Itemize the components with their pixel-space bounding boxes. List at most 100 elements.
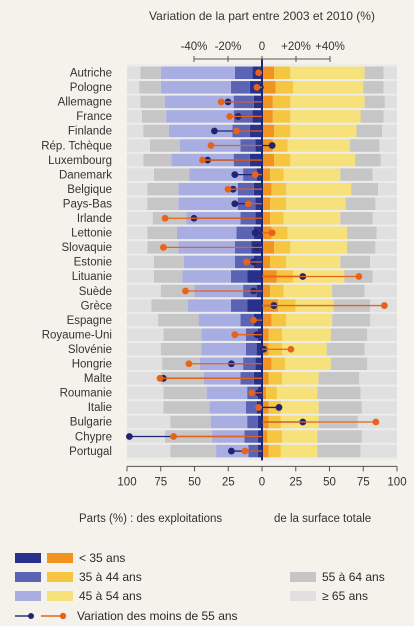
bar-area-55to64 xyxy=(340,168,373,181)
country-label: Rép. Tchèque xyxy=(41,140,112,152)
bar-area-55to64 xyxy=(318,372,360,385)
bar-area-35to44 xyxy=(272,110,291,123)
bar-farms-45to54 xyxy=(168,124,233,138)
legend-label-35to44: 35 à 44 ans xyxy=(79,570,142,584)
bar-farms-55to64 xyxy=(162,357,200,371)
bar-area-35to44 xyxy=(266,386,277,400)
bar-area-55to64 xyxy=(345,197,376,210)
bar-area-35to44 xyxy=(274,153,291,167)
bar-farms-45to54 xyxy=(183,255,235,269)
bar-area-35to44 xyxy=(270,212,284,225)
bar-area-35to44 xyxy=(268,444,281,458)
bar-area-ge65 xyxy=(372,168,397,181)
country-label: Royaume-Uni xyxy=(42,329,112,341)
bar-area-45to54 xyxy=(286,197,346,210)
bar-farms-ge65 xyxy=(127,357,163,371)
country-label: Bulgarie xyxy=(70,417,112,429)
bar-farms-55to64 xyxy=(147,226,177,240)
bar-farms-35to44 xyxy=(240,313,254,327)
bar-farms-35to44 xyxy=(230,81,250,94)
bar-farms-55to64 xyxy=(163,386,207,400)
variation-point-area xyxy=(248,389,256,397)
variation-point-farms xyxy=(231,171,239,179)
bar-area-55to64 xyxy=(317,444,361,458)
bar-area-45to54 xyxy=(290,241,348,254)
country-label: Italie xyxy=(88,402,112,414)
country-label: Pays-Bas xyxy=(63,198,112,210)
bar-area-45to54 xyxy=(290,110,361,123)
variation-point-area xyxy=(355,273,363,280)
bar-farms-ge65 xyxy=(127,182,148,196)
country-label: Estonie xyxy=(74,257,112,269)
variation-point-area xyxy=(245,200,252,208)
bar-area-35to44 xyxy=(268,372,283,385)
country-label: Luxembourg xyxy=(48,155,112,167)
bar-area-35to44 xyxy=(271,226,288,240)
bar-farms-45to54 xyxy=(160,66,235,80)
bar-area-35to44 xyxy=(270,284,284,298)
bar-farms-55to64 xyxy=(151,299,188,312)
bar-area-55to64 xyxy=(317,430,362,443)
bar-area-45to54 xyxy=(283,212,341,225)
bar-farms-ge65 xyxy=(127,444,171,458)
bar-area-55to64 xyxy=(340,212,373,225)
bar-farms-ge65 xyxy=(127,386,164,400)
variation-point-area xyxy=(207,142,215,149)
bar-area-45to54 xyxy=(286,313,333,327)
country-label: Hongrie xyxy=(72,359,112,371)
bar-area-35to44 xyxy=(270,255,287,269)
bar-farms-ge65 xyxy=(127,372,161,385)
bottom-tick-label: 50 xyxy=(323,476,336,488)
bar-area-lt35 xyxy=(262,386,267,400)
bar-area-35to44 xyxy=(272,95,291,109)
bar-area-55to64 xyxy=(347,226,377,240)
legend-lt35: < 35 ans xyxy=(15,551,125,565)
top-tick-label: -40% xyxy=(181,41,208,53)
bar-farms-lt35 xyxy=(257,415,262,429)
country-label: Portugal xyxy=(69,446,112,458)
bar-area-lt35 xyxy=(262,284,271,298)
bar-farms-45to54 xyxy=(206,386,248,400)
bar-area-ge65 xyxy=(376,226,397,240)
bar-area-35to44 xyxy=(274,66,291,80)
bar-area-35to44 xyxy=(270,197,287,210)
bar-area-35to44 xyxy=(274,241,291,254)
bar-area-lt35 xyxy=(262,212,271,225)
bar-area-35to44 xyxy=(272,139,288,152)
country-label: Finlande xyxy=(68,126,112,138)
country-label: Autriche xyxy=(70,68,112,80)
bar-farms-ge65 xyxy=(127,313,159,327)
bar-farms-45to54 xyxy=(201,342,246,356)
bar-area-ge65 xyxy=(372,212,397,225)
country-label: Lettonie xyxy=(71,228,112,240)
bar-area-45to54 xyxy=(283,284,333,298)
bar-area-lt35 xyxy=(262,124,275,138)
bar-farms-55to64 xyxy=(147,182,179,196)
legend-label-55to64: 55 à 64 ans xyxy=(322,570,385,584)
bar-area-55to64 xyxy=(364,95,385,109)
bar-area-55to64 xyxy=(330,328,368,341)
bar-area-lt35 xyxy=(262,313,272,327)
bar-farms-45to54 xyxy=(178,182,238,196)
bar-farms-lt35 xyxy=(256,342,262,356)
bar-farms-ge65 xyxy=(127,168,154,181)
bar-farms-45to54 xyxy=(189,168,244,181)
bar-farms-55to64 xyxy=(154,168,190,181)
bottom-axis-label-right: de la surface totale xyxy=(274,513,371,525)
bar-area-45to54 xyxy=(286,182,352,196)
bar-area-ge65 xyxy=(375,241,397,254)
bar-area-55to64 xyxy=(326,342,365,356)
bar-farms-55to64 xyxy=(141,110,167,123)
bar-area-ge65 xyxy=(378,182,397,196)
legend-45to54: 45 à 54 ans xyxy=(15,589,142,603)
bar-area-45to54 xyxy=(284,357,331,371)
variation-point-area xyxy=(255,69,262,77)
top-tick-label: 0 xyxy=(259,41,265,53)
bar-area-ge65 xyxy=(379,139,397,152)
bar-area-35to44 xyxy=(275,81,294,94)
bar-farms-ge65 xyxy=(127,241,148,254)
variation-point-area xyxy=(199,156,206,164)
bar-area-ge65 xyxy=(361,430,397,443)
bar-area-ge65 xyxy=(370,255,397,269)
